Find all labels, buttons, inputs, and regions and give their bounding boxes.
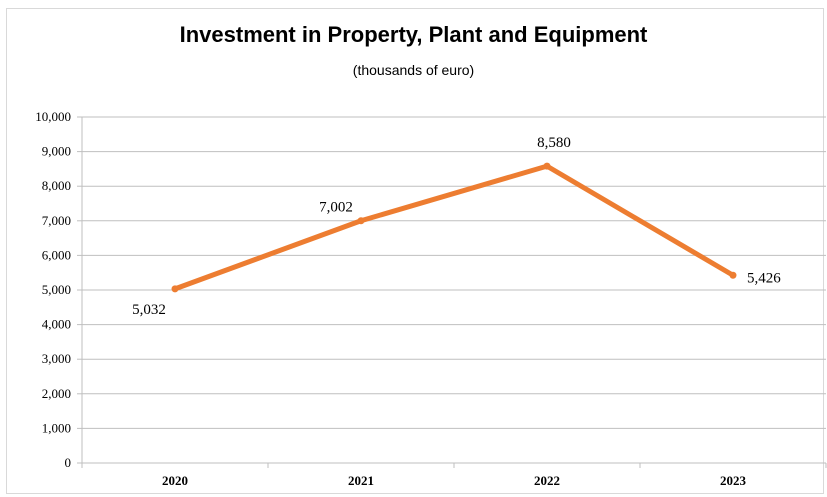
x-tick-label: 2020 <box>162 473 188 488</box>
data-labels: 5,032 7,002 8,580 5,426 <box>132 135 781 318</box>
x-tick-label: 2021 <box>348 473 374 488</box>
y-tick-label: 3,000 <box>42 351 71 366</box>
y-tick-label: 1,000 <box>42 420 71 435</box>
y-tick-label: 7,000 <box>42 213 71 228</box>
data-point <box>171 285 179 293</box>
series-line <box>172 163 736 292</box>
y-tick-label: 4,000 <box>42 317 71 332</box>
data-point <box>729 271 737 279</box>
chart-subtitle: (thousands of euro) <box>352 62 475 78</box>
series-layer <box>171 162 737 293</box>
y-tick-label: 0 <box>65 455 72 470</box>
y-tick-label: 9,000 <box>42 144 71 159</box>
axes <box>77 116 827 468</box>
y-tick-label: 5,000 <box>42 282 71 297</box>
data-point <box>357 217 365 225</box>
x-tick-label: 2023 <box>720 473 747 488</box>
y-tick-label: 8,000 <box>42 178 71 193</box>
gridlines <box>82 116 826 429</box>
data-label: 8,580 <box>537 135 571 151</box>
data-point <box>543 162 551 170</box>
y-tick-labels: 0 1,000 2,000 3,000 4,000 5,000 6,000 7,000 8,00… <box>35 109 71 470</box>
x-tick-label: 2022 <box>534 473 560 488</box>
data-label: 7,002 <box>319 200 353 216</box>
data-label: 5,032 <box>132 302 166 318</box>
data-label: 5,426 <box>747 270 781 286</box>
y-tick-label: 6,000 <box>42 247 71 262</box>
y-tick-label: 2,000 <box>42 386 71 401</box>
x-tick-labels: 2020 2021 2022 2023 <box>162 473 747 488</box>
y-tick-label: 10,000 <box>35 109 71 124</box>
chart-title: Investment in Property, Plant and Equipm… <box>179 22 648 47</box>
